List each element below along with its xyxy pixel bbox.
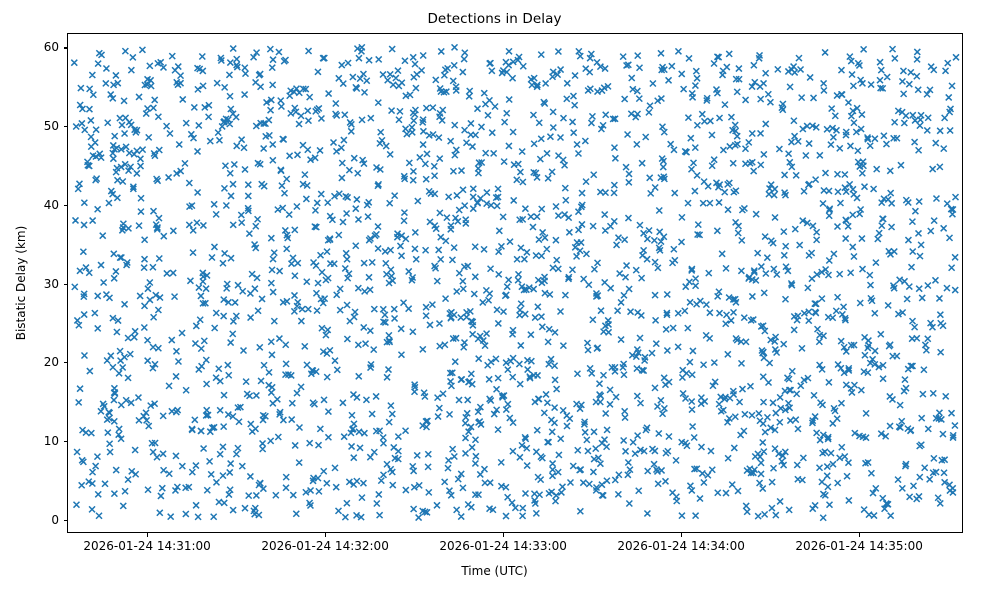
plot-axes-area — [67, 33, 963, 533]
y-tick-label: 40 — [43, 197, 59, 212]
x-tick-label: 2026-01-24 14:31:00 — [83, 539, 211, 553]
y-tick-label: 20 — [43, 355, 59, 370]
x-tick-label: 2026-01-24 14:34:00 — [617, 539, 745, 553]
y-tick-mark — [63, 47, 67, 49]
y-tick-mark — [63, 283, 67, 285]
y-axis-title: Bistatic Delay (km) — [14, 225, 28, 341]
y-tick-label: 0 — [51, 512, 59, 527]
y-tick-label: 10 — [43, 434, 59, 449]
x-axis-title: Time (UTC) — [461, 564, 528, 578]
x-tick-label: 2026-01-24 14:33:00 — [439, 539, 567, 553]
y-tick-mark — [63, 204, 67, 206]
scatter-series — [70, 43, 960, 522]
x-tick-label: 2026-01-24 14:32:00 — [261, 539, 389, 553]
x-tick-mark — [858, 533, 860, 537]
y-tick-label: 30 — [43, 276, 59, 291]
scatter-marker-set — [70, 43, 960, 522]
y-tick-mark — [63, 519, 67, 521]
x-tick-mark — [324, 533, 326, 537]
y-tick-mark — [63, 441, 67, 443]
x-tick-label: 2026-01-24 14:35:00 — [795, 539, 923, 553]
x-tick-mark — [502, 533, 504, 537]
y-tick-mark — [63, 362, 67, 364]
x-tick-mark — [146, 533, 148, 537]
y-tick-label: 60 — [43, 40, 59, 55]
y-tick-label: 50 — [43, 119, 59, 134]
page-title: Detections in Delay — [427, 11, 562, 27]
x-tick-mark — [680, 533, 682, 537]
y-tick-mark — [63, 126, 67, 128]
